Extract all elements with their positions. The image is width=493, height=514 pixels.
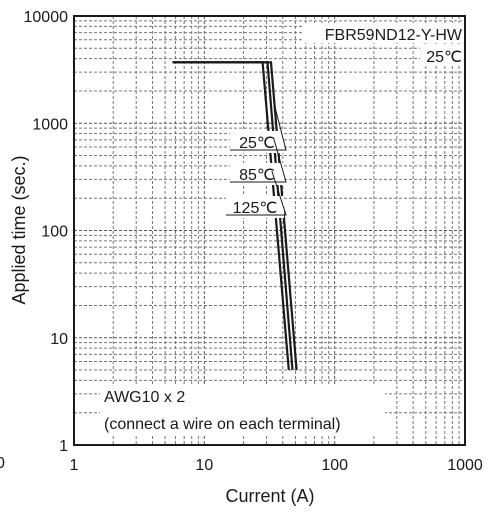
series-leader-1 bbox=[230, 137, 287, 183]
y-tick-label: 1 bbox=[59, 438, 68, 455]
y-tick-label: 100 bbox=[41, 224, 68, 241]
x-tick-label: 100 bbox=[321, 457, 348, 474]
series-label-2: 125℃ bbox=[233, 200, 278, 217]
title-label-bg bbox=[302, 23, 464, 43]
annotation-wire: AWG10 x 2 bbox=[104, 389, 185, 406]
series-label-bg bbox=[230, 163, 284, 185]
series-label-bg bbox=[230, 131, 284, 153]
y-tick-labels: 1 10 100 1000 10000 bbox=[24, 9, 69, 455]
series-label-bg bbox=[226, 196, 284, 218]
series-leader-2 bbox=[226, 170, 287, 216]
y-axis-title: Applied time (sec.) bbox=[9, 155, 29, 304]
x-tick-labels: 1 10 100 1000 bbox=[70, 457, 483, 474]
x-tick-label: 10 bbox=[195, 457, 213, 474]
stray-label: 0 bbox=[0, 455, 5, 472]
y-tick-label: 1000 bbox=[32, 116, 68, 133]
series-line-2 bbox=[172, 61, 290, 371]
plot-frame bbox=[73, 15, 466, 446]
y-tick-label: 10000 bbox=[24, 9, 69, 26]
x-tick-label: 1 bbox=[70, 457, 79, 474]
series-leader-0 bbox=[230, 105, 287, 151]
chart-title: FBR59ND12-Y-HW bbox=[325, 27, 463, 44]
x-tick-label: 1000 bbox=[447, 457, 483, 474]
y-tick-label: 10 bbox=[50, 331, 68, 348]
x-axis-title: Current (A) bbox=[225, 486, 314, 506]
subtitle-label-bg bbox=[420, 45, 464, 65]
annotation-bg bbox=[100, 386, 385, 434]
series-lines bbox=[172, 61, 298, 371]
chart-subtitle: 25℃ bbox=[426, 49, 462, 66]
series-labels: 25℃ 85℃ 125℃ bbox=[226, 105, 287, 218]
annotation-note: (connect a wire on each terminal) bbox=[104, 416, 341, 433]
series-label-1: 85℃ bbox=[239, 167, 275, 184]
series-label-0: 25℃ bbox=[239, 135, 275, 152]
